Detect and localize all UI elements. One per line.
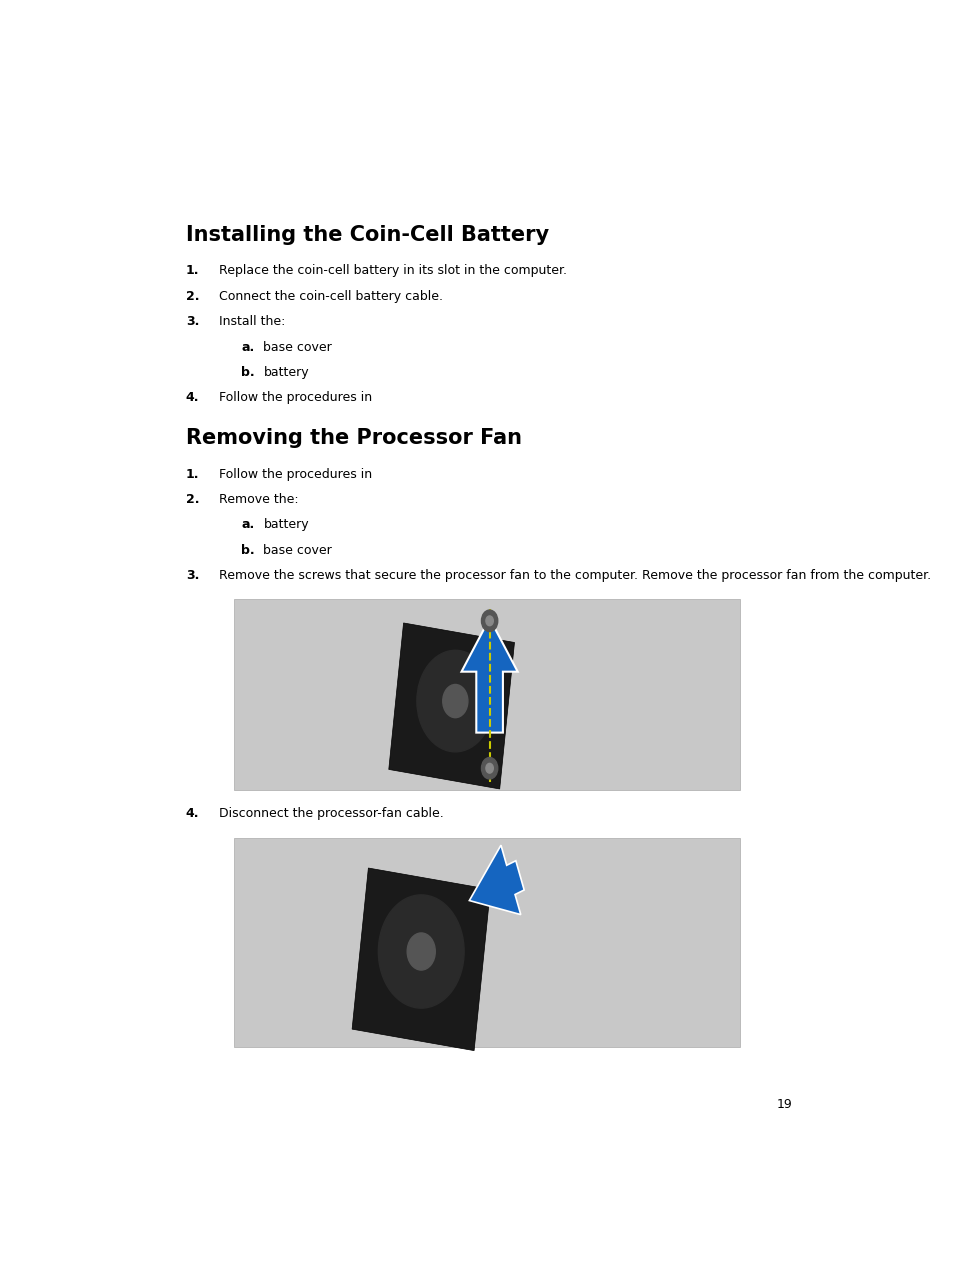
Text: Remove the:: Remove the: — [219, 493, 298, 506]
Text: 1.: 1. — [186, 468, 199, 481]
Polygon shape — [389, 623, 514, 789]
Circle shape — [442, 685, 467, 718]
Text: Replace the coin-cell battery in its slot in the computer.: Replace the coin-cell battery in its slo… — [219, 265, 566, 278]
Text: 4.: 4. — [186, 808, 199, 820]
Text: b.: b. — [241, 544, 254, 557]
Text: Follow the procedures in: Follow the procedures in — [219, 392, 375, 404]
Text: battery: battery — [263, 366, 309, 379]
Polygon shape — [461, 619, 517, 733]
Text: Follow the procedures in: Follow the procedures in — [219, 468, 375, 481]
Circle shape — [481, 757, 497, 779]
Text: a.: a. — [241, 341, 254, 354]
Text: 1.: 1. — [186, 265, 199, 278]
Text: base cover: base cover — [263, 341, 332, 354]
Text: 4.: 4. — [186, 392, 199, 404]
FancyBboxPatch shape — [233, 838, 740, 1047]
Circle shape — [481, 610, 497, 631]
Text: 3.: 3. — [186, 569, 199, 582]
Text: 3.: 3. — [186, 316, 199, 328]
Text: a.: a. — [241, 519, 254, 531]
Text: 2.: 2. — [186, 290, 199, 303]
Text: Removing the Processor Fan: Removing the Processor Fan — [186, 429, 521, 449]
Text: Install the:: Install the: — [219, 316, 285, 328]
Text: 2.: 2. — [186, 493, 199, 506]
Circle shape — [485, 763, 493, 773]
Circle shape — [485, 616, 493, 625]
Text: battery: battery — [263, 519, 309, 531]
Text: Connect the coin-cell battery cable.: Connect the coin-cell battery cable. — [219, 290, 442, 303]
FancyBboxPatch shape — [233, 600, 740, 790]
Text: base cover: base cover — [263, 544, 332, 557]
Polygon shape — [352, 869, 490, 1051]
Text: b.: b. — [241, 366, 254, 379]
Text: Disconnect the processor-fan cable.: Disconnect the processor-fan cable. — [219, 808, 443, 820]
Polygon shape — [469, 846, 523, 914]
Circle shape — [416, 650, 494, 752]
Circle shape — [407, 933, 435, 970]
Text: Remove the screws that secure the processor fan to the computer. Remove the proc: Remove the screws that secure the proces… — [219, 569, 930, 582]
Text: 19: 19 — [776, 1098, 791, 1111]
Text: Follow the procedures in After Working Inside Your Computer.: Follow the procedures in After Working I… — [219, 392, 601, 404]
Circle shape — [378, 895, 463, 1008]
Text: Installing the Coin-Cell Battery: Installing the Coin-Cell Battery — [186, 226, 548, 246]
